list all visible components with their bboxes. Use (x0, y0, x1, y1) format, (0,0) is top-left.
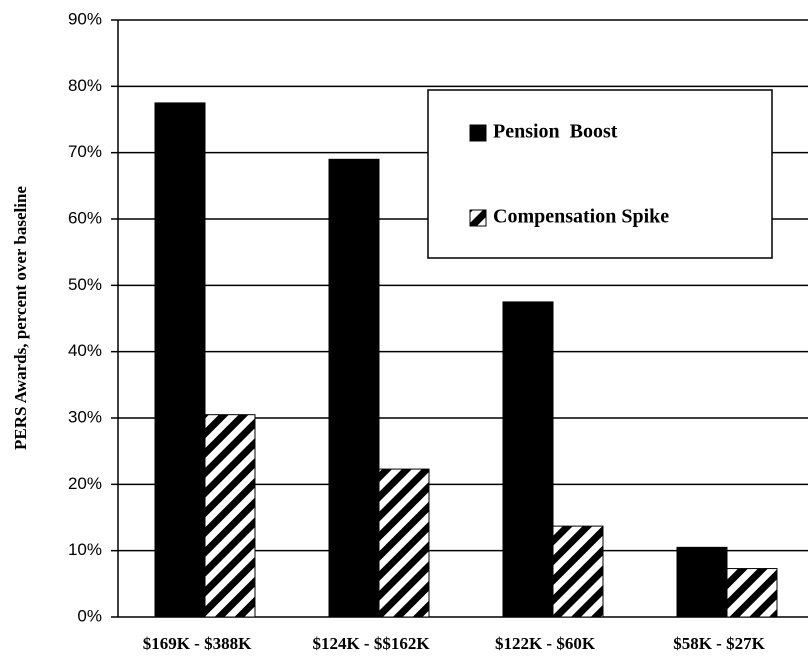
bar (328, 158, 380, 618)
y-tick-label: 80% (68, 76, 102, 95)
legend-swatch (469, 124, 487, 142)
y-tick-label: 20% (68, 474, 102, 493)
y-tick-label: 10% (68, 540, 102, 559)
legend-swatch (469, 209, 487, 227)
bar (378, 468, 430, 618)
x-tick-label: $122K - $60K (495, 634, 596, 653)
legend-label: Compensation Spike (493, 206, 669, 228)
y-tick-label: 40% (68, 341, 102, 360)
y-tick-label: 90% (68, 9, 102, 28)
bar (552, 525, 604, 618)
bar (204, 414, 256, 618)
bar (502, 301, 554, 618)
bar (726, 568, 778, 618)
x-tick-label: $124K - $$162K (312, 634, 430, 653)
y-tick-label: 0% (77, 606, 102, 625)
y-tick-label: 30% (68, 407, 102, 426)
bar (154, 102, 206, 618)
bar (676, 546, 728, 618)
x-tick-label: $169K - $388K (143, 634, 252, 653)
legend-label: Pension Boost (493, 121, 618, 143)
legend-box (427, 89, 773, 259)
y-axis-label: PERS Awards, percent over baseline (11, 186, 30, 450)
x-tick-label: $58K - $27K (673, 634, 765, 653)
y-tick-label: 60% (68, 208, 102, 227)
y-tick-label: 50% (68, 275, 102, 294)
y-tick-label: 70% (68, 142, 102, 161)
